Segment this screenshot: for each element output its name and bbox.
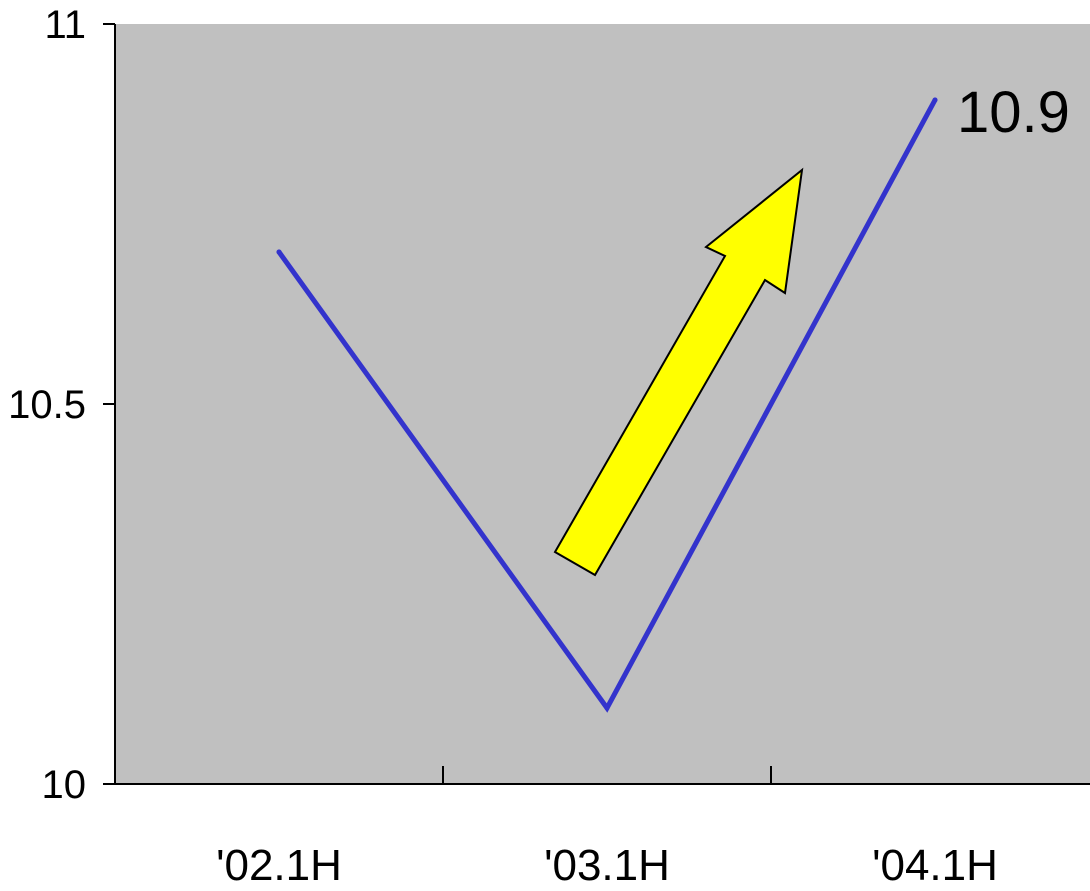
data-point xyxy=(276,249,282,255)
x-axis: '02.1H '03.1H '04.1H xyxy=(115,766,1090,890)
y-axis: 10 10.5 11 xyxy=(8,3,116,807)
data-labels: 10.9 xyxy=(957,80,1070,145)
x-tick-label: '02.1H xyxy=(216,841,342,890)
trend-up-arrow-icon xyxy=(553,167,804,577)
data-point xyxy=(932,97,938,103)
y-tick-label: 10.5 xyxy=(8,383,86,427)
y-tick-label: 10 xyxy=(42,763,87,807)
data-points xyxy=(276,97,938,711)
x-tick-label: '04.1H xyxy=(872,841,998,890)
plot-area xyxy=(115,24,1090,784)
x-tick-label: '03.1H xyxy=(544,841,670,890)
data-label: 10.9 xyxy=(957,80,1070,145)
data-point xyxy=(604,705,610,711)
y-tick-label: 11 xyxy=(44,3,86,47)
